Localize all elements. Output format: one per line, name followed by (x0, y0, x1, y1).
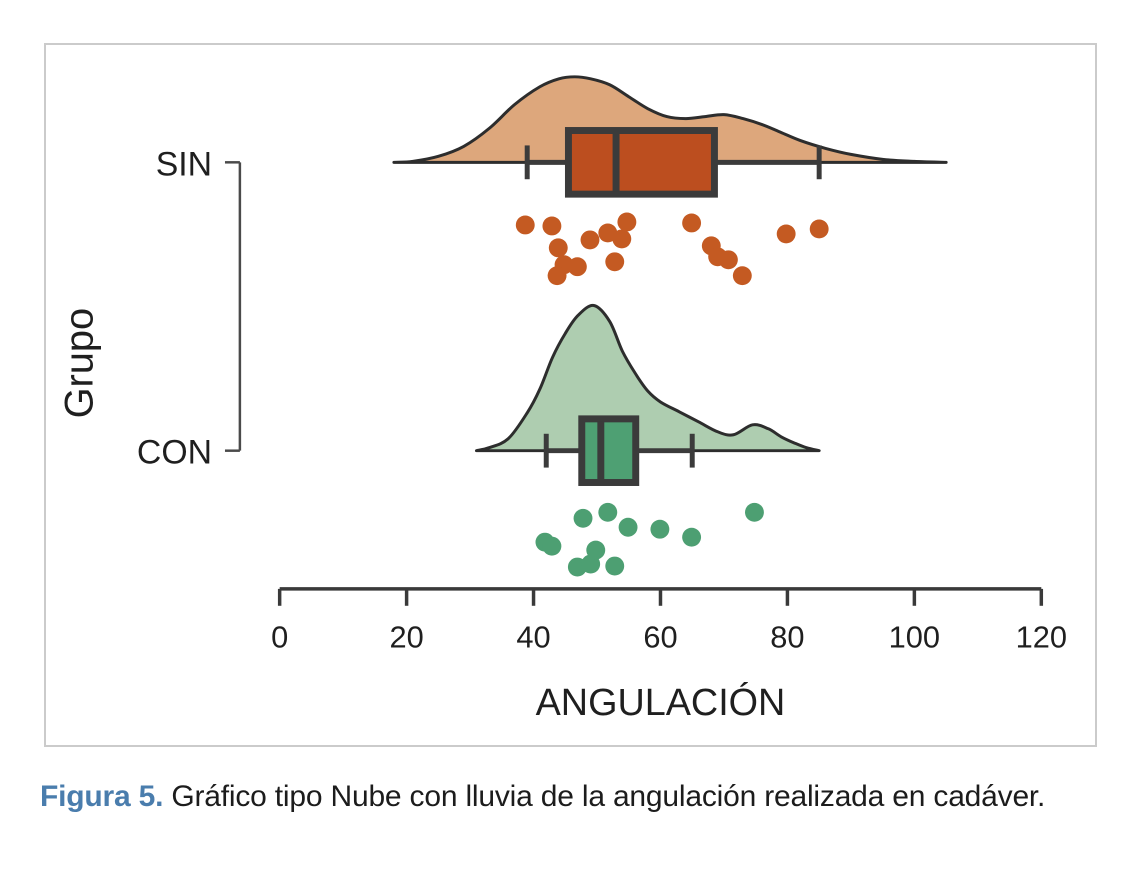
caption-text: Gráfico tipo Nube con lluvia de la angul… (163, 780, 1046, 813)
rain-point (682, 527, 702, 547)
iqr-box (578, 415, 640, 486)
rain-point (776, 224, 796, 244)
chart-panel: 0 20 40 60 80 100 120 SIN CON Grupo ANGULACIÓN (44, 43, 1097, 747)
x-tick-label: 0 (271, 620, 288, 655)
rain-point (650, 519, 670, 539)
x-tick-label: 40 (516, 620, 550, 655)
rain-con (535, 502, 764, 577)
rain-point (542, 216, 562, 236)
density-curve-con (474, 303, 821, 453)
y-tick-label-sin: SIN (156, 145, 212, 183)
density-layer (392, 75, 948, 453)
rain-point (809, 219, 829, 239)
rain-point (618, 517, 638, 537)
rain-points-layer (515, 212, 829, 577)
density-curve-sin (392, 75, 948, 164)
rain-point (548, 238, 568, 258)
boxplot-sin (524, 127, 822, 198)
caption-label: Figura 5. (40, 780, 164, 813)
x-axis-title: ANGULACIÓN (536, 682, 786, 724)
x-tick-label: 80 (770, 620, 804, 655)
x-tick-label: 20 (389, 620, 423, 655)
boxplot-con (543, 415, 695, 486)
rain-point (605, 556, 625, 576)
rain-point (547, 266, 567, 286)
rain-point (617, 212, 637, 232)
rain-point (586, 540, 606, 560)
rain-point (598, 502, 618, 522)
rain-point (718, 250, 738, 270)
rain-point (573, 508, 593, 528)
iqr-box (564, 127, 718, 198)
y-axis-title: Grupo (58, 308, 102, 419)
raincloud-chart: 0 20 40 60 80 100 120 SIN CON Grupo ANGULACIÓN (58, 75, 1067, 724)
rain-point (580, 230, 600, 250)
rain-point (515, 215, 535, 235)
rain-point (732, 266, 752, 286)
axes-layer: 0 20 40 60 80 100 120 (224, 161, 1067, 655)
figure-caption: Figura 5. Gráfico tipo Nube con lluvia d… (40, 774, 1070, 819)
rain-point (605, 252, 625, 272)
rain-point (567, 257, 587, 277)
x-tick-label: 60 (643, 620, 677, 655)
x-tick-label: 100 (889, 620, 940, 655)
boxplot-layer (524, 127, 822, 486)
x-tick-label: 120 (1016, 620, 1067, 655)
rain-point (745, 502, 764, 522)
y-tick-label-con: CON (137, 434, 212, 472)
rain-point (542, 536, 562, 556)
rain-point (682, 213, 702, 233)
rain-sin (515, 212, 829, 286)
rain-point (612, 229, 632, 249)
